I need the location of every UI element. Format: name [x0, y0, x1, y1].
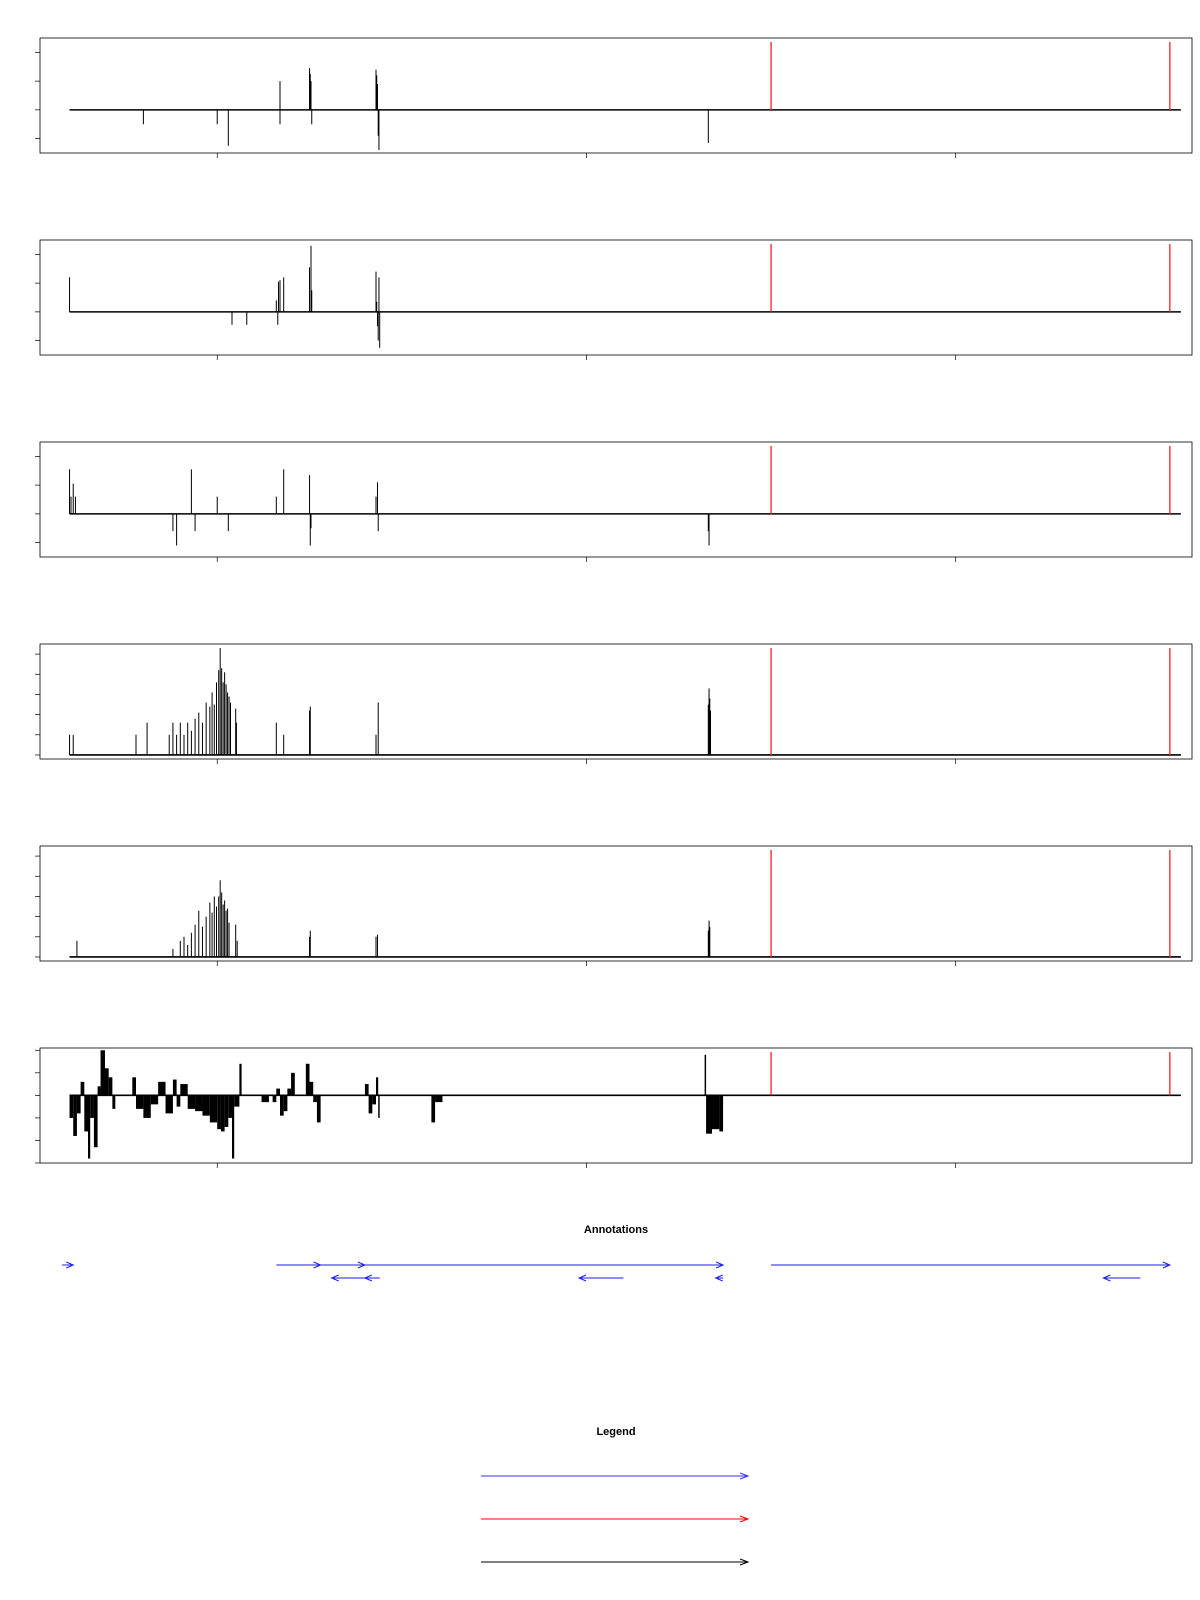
- ratio-segment: [69, 1095, 74, 1118]
- ratio-segment: [76, 1095, 81, 1114]
- plot-frame: [39, 441, 1193, 558]
- ratio-segment: [305, 1063, 310, 1096]
- arrow-left-icon: [577, 1274, 587, 1282]
- plot-frame: [39, 1047, 1193, 1164]
- gene-annotation: [771, 1261, 1172, 1269]
- annotations-section: Annotations: [62, 1224, 1172, 1282]
- plot-frame: [39, 37, 1193, 154]
- ratio-segment: [435, 1095, 443, 1103]
- ratio-segment: [150, 1095, 159, 1105]
- plot-frame: [39, 643, 1193, 760]
- ratio-segment: [176, 1095, 181, 1107]
- legend-item: [481, 1515, 750, 1523]
- arrow-right-icon: [739, 1558, 750, 1566]
- ratio-segment: [143, 1095, 151, 1118]
- plot-frame: [39, 239, 1193, 356]
- ratio-segment: [316, 1095, 321, 1123]
- ratio-segment: [112, 1095, 116, 1109]
- panels: [35, 37, 1193, 1168]
- arrow-right-icon: [66, 1261, 75, 1269]
- ratio-segment: [719, 1095, 724, 1132]
- ratio-segment: [287, 1088, 292, 1096]
- ratio-segment: [712, 1095, 720, 1130]
- legend-item: [481, 1472, 750, 1480]
- ratio-segment: [364, 1084, 369, 1096]
- ratio-segment: [80, 1081, 85, 1096]
- arrow-left-icon: [363, 1274, 373, 1282]
- arrow-left-icon: [714, 1274, 723, 1282]
- ratio-segment: [73, 1095, 77, 1136]
- ratio-segment: [88, 1095, 91, 1159]
- legend-items: [481, 1472, 750, 1566]
- ratio-segment: [158, 1081, 166, 1096]
- ratio-segment: [132, 1077, 136, 1096]
- chart-panel-2: [35, 239, 1193, 360]
- legend-title: Legend: [596, 1426, 635, 1438]
- arrow-right-icon: [739, 1515, 750, 1523]
- ratio-segment: [706, 1095, 712, 1134]
- ratio-segment: [100, 1050, 105, 1096]
- ratio-segment: [376, 1077, 379, 1096]
- ratio-segment: [84, 1095, 88, 1132]
- gene-annotation: [302, 1261, 725, 1269]
- ratio-segment: [234, 1095, 240, 1107]
- ratio-segment: [108, 1077, 113, 1096]
- ratio-segment: [239, 1063, 242, 1096]
- arrow-left-icon: [330, 1274, 339, 1282]
- ratio-segment: [276, 1088, 280, 1096]
- ratio-segment: [217, 1095, 221, 1130]
- gene-annotation: [363, 1274, 380, 1282]
- ratio-segment: [90, 1095, 94, 1118]
- arrow-left-icon: [1102, 1274, 1111, 1282]
- ratio-segment: [704, 1054, 707, 1096]
- ratio-segment: [224, 1095, 229, 1127]
- ratio-segment: [187, 1095, 196, 1109]
- chart-panel-6: [35, 1047, 1193, 1168]
- ratio-segment: [431, 1095, 436, 1123]
- ratio-segment: [165, 1095, 173, 1114]
- ratio-segment: [261, 1095, 269, 1103]
- legend-section: Legend: [481, 1426, 750, 1566]
- ratio-segment: [209, 1095, 218, 1123]
- gene-annotation: [577, 1274, 624, 1282]
- ratio-segment: [368, 1095, 373, 1114]
- ratio-segment: [202, 1095, 210, 1116]
- ratio-segment: [104, 1068, 109, 1096]
- legend-item: [481, 1558, 750, 1566]
- ratio-segment: [283, 1095, 288, 1112]
- chart-panel-4: [35, 643, 1193, 764]
- ratio-segment: [280, 1095, 284, 1116]
- arrow-right-icon: [739, 1472, 750, 1480]
- ratio-segment: [309, 1081, 314, 1096]
- plot-frame: [39, 845, 1193, 962]
- arrow-right-icon: [1162, 1261, 1172, 1269]
- ratio-segment: [136, 1095, 144, 1109]
- arrow-right-icon: [715, 1261, 725, 1269]
- ratio-segment: [313, 1095, 317, 1103]
- ratio-segment: [195, 1095, 203, 1112]
- ratio-segment: [232, 1095, 235, 1159]
- ratio-segment: [172, 1079, 177, 1096]
- ratio-segment: [228, 1095, 232, 1118]
- chart-panel-5: [35, 845, 1193, 966]
- annotations-title: Annotations: [584, 1224, 648, 1236]
- ratio-segment: [180, 1084, 188, 1096]
- chart-panel-3: [35, 441, 1193, 562]
- gene-annotation: [1102, 1274, 1141, 1282]
- chart-panel-1: [35, 37, 1193, 158]
- gene-annotation: [62, 1261, 75, 1269]
- gene-layer: [62, 1261, 1172, 1282]
- ratio-segment: [372, 1095, 376, 1105]
- ratio-segment: [378, 1095, 380, 1118]
- ratio-segment: [272, 1095, 277, 1103]
- ratio-segment: [97, 1086, 101, 1096]
- ratio-segment: [220, 1095, 225, 1132]
- ratio-segment: [291, 1072, 295, 1096]
- ratio-segment: [93, 1095, 98, 1148]
- gene-annotation: [714, 1274, 724, 1282]
